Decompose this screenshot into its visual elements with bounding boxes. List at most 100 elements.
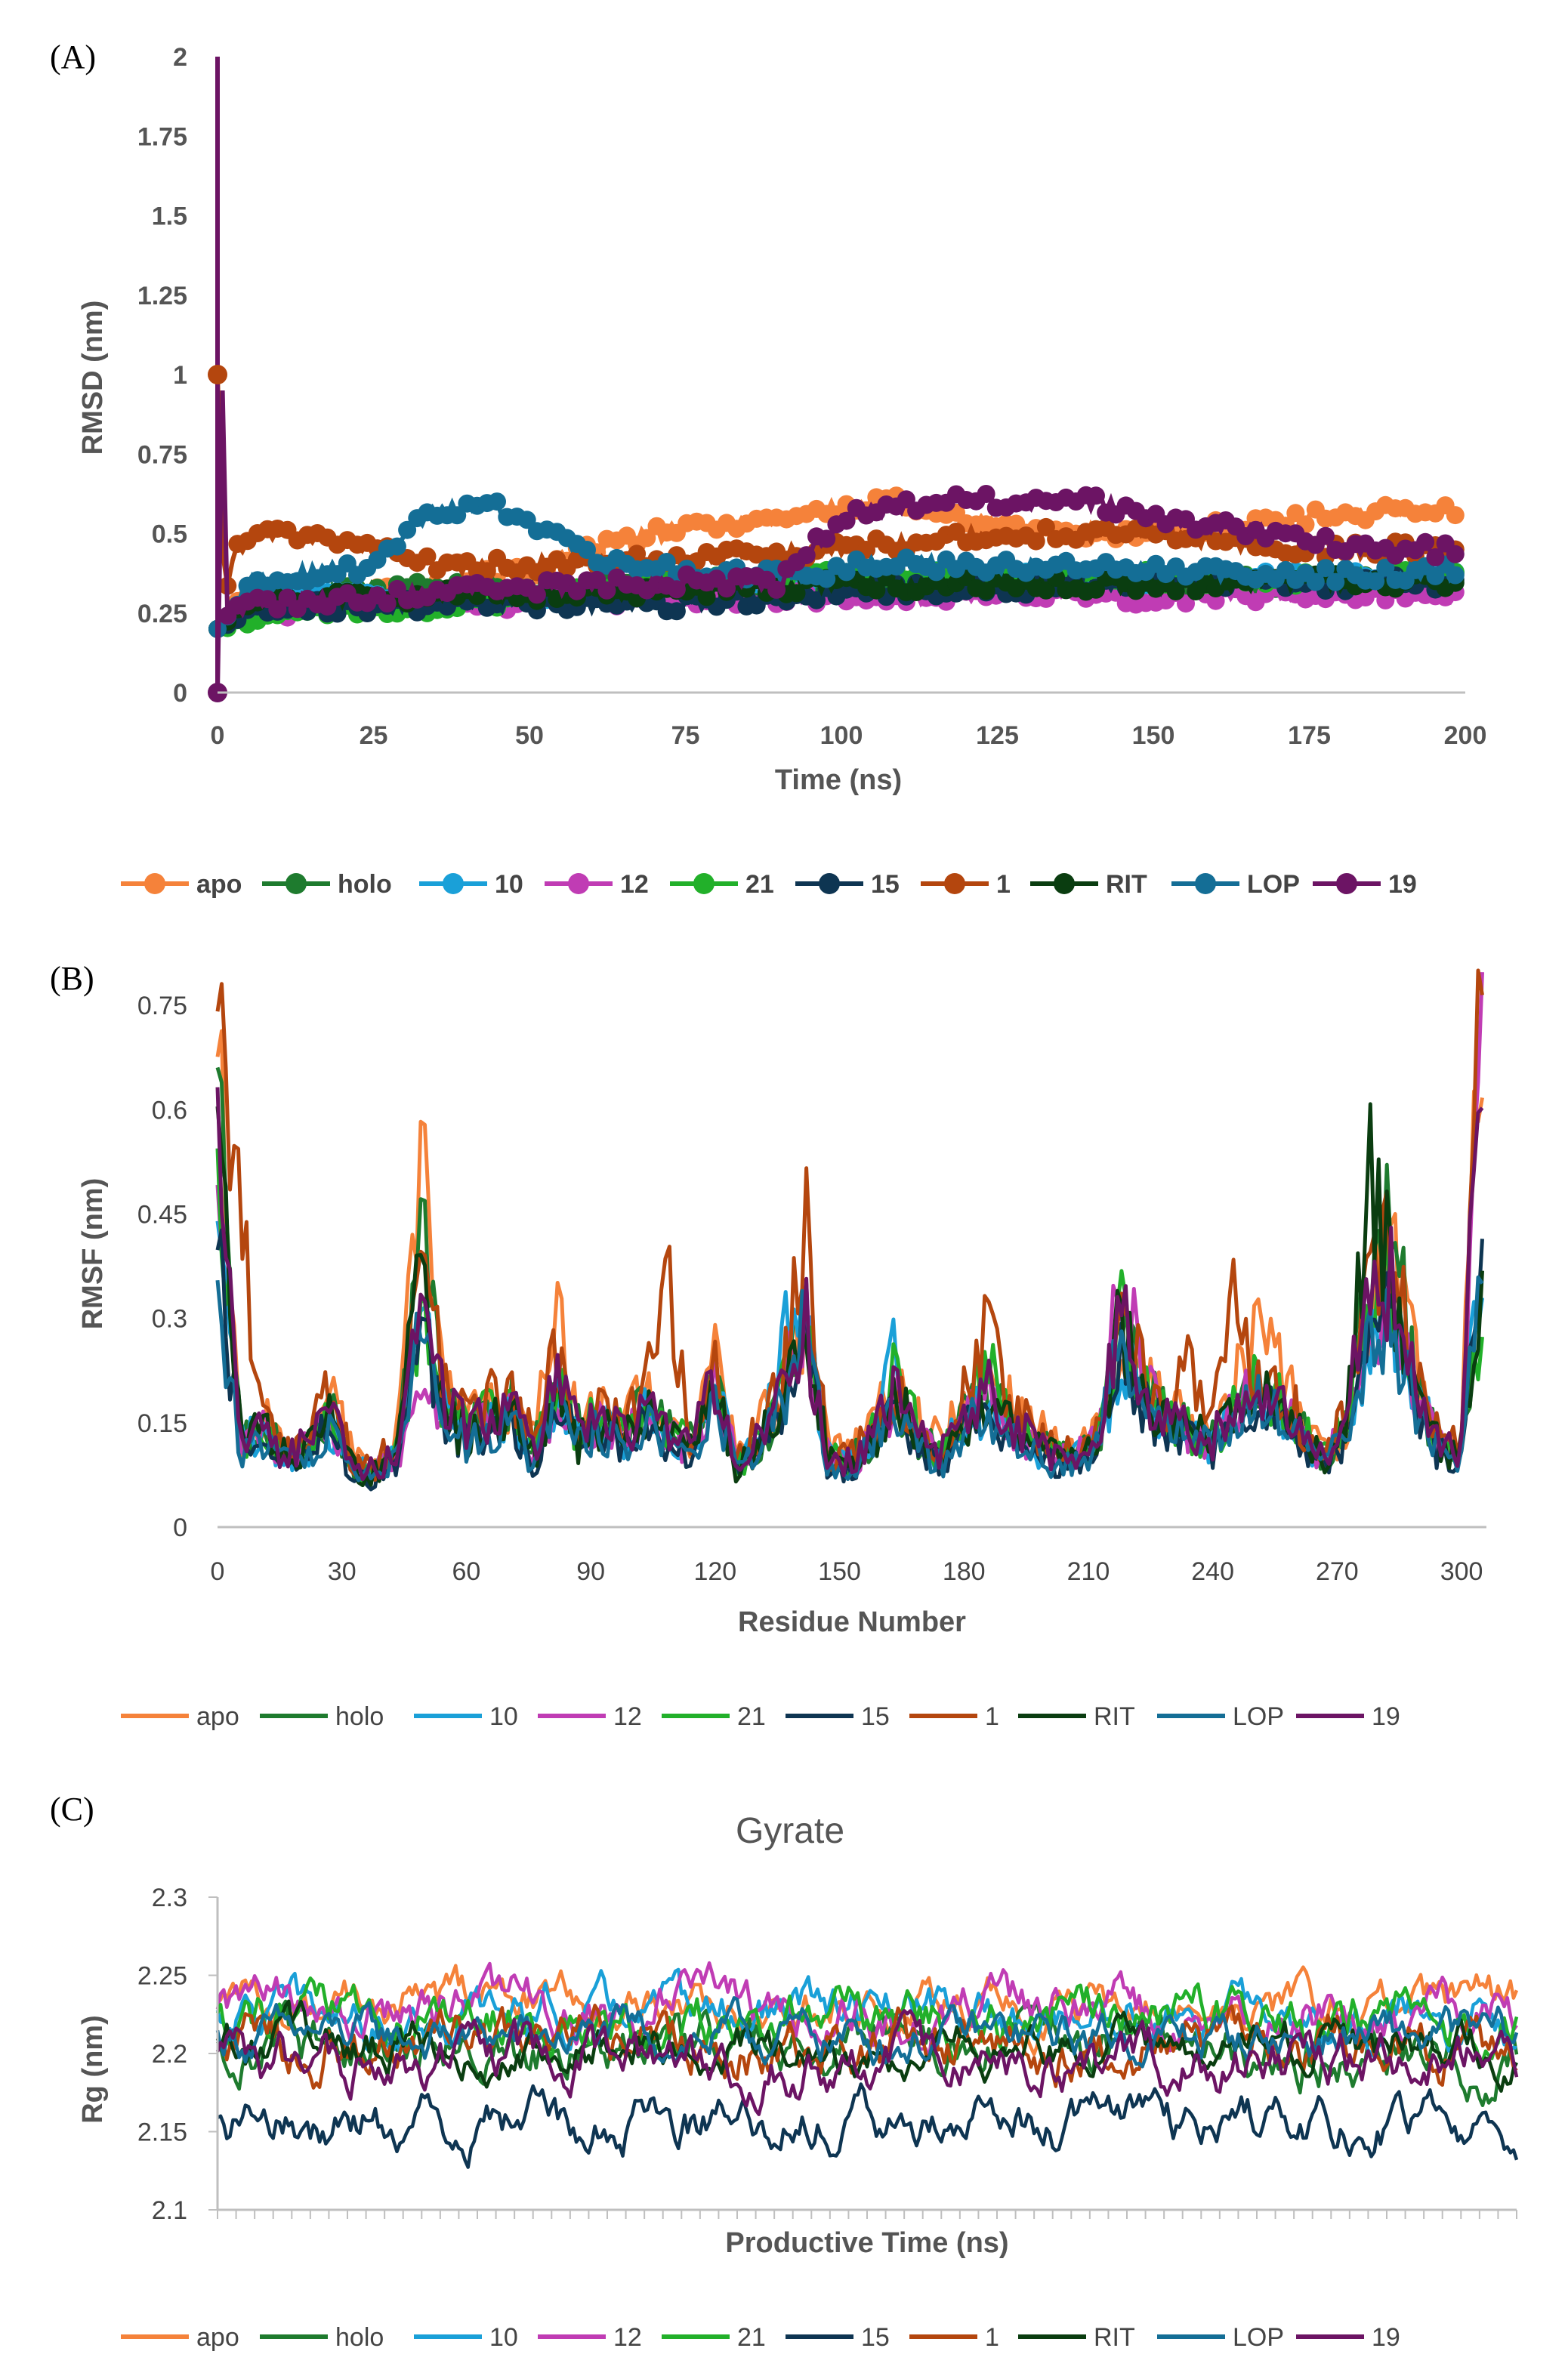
legend-label: 1 — [985, 2323, 999, 2352]
data-point — [1177, 594, 1195, 613]
y-tick-label-a: 0.75 — [137, 440, 187, 469]
data-point — [1306, 572, 1325, 591]
data-point — [1087, 580, 1105, 599]
legend-label: holo — [335, 2323, 384, 2352]
data-point — [797, 546, 816, 565]
data-point — [1166, 582, 1185, 600]
legend-label: 12 — [620, 870, 649, 899]
data-point — [418, 547, 437, 566]
legend-label: apo — [196, 1702, 239, 1731]
legend-label: 19 — [1372, 2323, 1400, 2352]
data-point — [387, 537, 406, 556]
panel-b: (B) RMSF (nm) Residue Number 0 0.15 0.3 0.4… — [50, 960, 1486, 1731]
x-tick-label-b: 150 — [818, 1557, 861, 1586]
series-line-c-21 — [215, 1976, 1519, 2066]
legend-item-c: 1 — [909, 2323, 999, 2352]
legend-label: 1 — [985, 1702, 999, 1731]
panel-c: (C) Gyrate Rg (nm) Productive Time (ns) … — [50, 1791, 1519, 2352]
legend-label: 19 — [1372, 1702, 1400, 1731]
data-point — [1416, 532, 1435, 551]
legend-item-b: 15 — [786, 1702, 890, 1731]
panel-label-c: (C) — [50, 1791, 94, 1828]
y-tick-label-a: 1.25 — [137, 282, 187, 310]
legend-item-c: apo — [121, 2323, 239, 2352]
data-point — [977, 582, 995, 600]
data-point — [637, 529, 656, 548]
data-point — [208, 365, 227, 384]
y-tick-label-c: 2.3 — [152, 1884, 187, 1912]
spike-markers-a — [208, 57, 227, 702]
x-tick-label-b: 300 — [1440, 1557, 1483, 1586]
legend-label: 21 — [737, 1702, 766, 1731]
legend-marker — [1195, 873, 1216, 894]
legend-item-c: LOP — [1157, 2323, 1284, 2352]
legend-item-b: 19 — [1296, 1702, 1400, 1731]
data-point — [1446, 545, 1465, 563]
series-line-c-15 — [216, 2082, 1519, 2169]
y-tick-label-b: 0.75 — [137, 992, 187, 1020]
legend-item-b: 1 — [909, 1702, 999, 1731]
y-tick-label-a: 0.25 — [137, 600, 187, 628]
data-point — [817, 529, 836, 548]
data-point — [1446, 566, 1465, 585]
x-tick-label-b: 120 — [693, 1557, 736, 1586]
data-point — [597, 581, 616, 600]
data-point — [1036, 517, 1055, 536]
data-point — [477, 562, 496, 581]
legend-label: 10 — [489, 2323, 518, 2352]
legend-marker — [144, 873, 165, 894]
legend-item-c: 21 — [662, 2323, 766, 2352]
data-point — [867, 581, 886, 600]
x-tick-label-b: 30 — [328, 1557, 357, 1586]
legend-item-a: RIT — [1030, 870, 1147, 899]
series-line-c-1 — [216, 2004, 1518, 2090]
data-point — [1376, 558, 1395, 577]
legend-marker — [1054, 873, 1075, 894]
y-axis-title-c: Rg (nm) — [77, 2015, 109, 2124]
legend-label: LOP — [1233, 2323, 1284, 2352]
y-tick-label-a: 1.75 — [137, 122, 187, 151]
data-point — [718, 579, 736, 598]
series-line-b-19 — [215, 1087, 1484, 1482]
y-tick-label-b: 0.15 — [137, 1409, 187, 1438]
legend-label: LOP — [1247, 870, 1300, 899]
legend-marker — [819, 873, 840, 894]
y-tick-label-c: 2.1 — [152, 2196, 187, 2225]
legend-item-c: 12 — [538, 2323, 642, 2352]
legend-item-a: LOP — [1171, 870, 1300, 899]
data-point — [1036, 581, 1055, 600]
y-tick-label-a: 0 — [173, 679, 187, 708]
data-point — [667, 580, 686, 599]
legend-label: 15 — [861, 1702, 890, 1731]
y-tick-label-b: 0 — [173, 1513, 187, 1542]
legend-item-b: holo — [260, 1702, 384, 1731]
data-point — [667, 602, 686, 621]
legend-item-c: holo — [260, 2323, 384, 2352]
data-point — [1316, 526, 1335, 545]
legend-label: RIT — [1094, 2323, 1135, 2352]
y-tick-label-a: 1 — [173, 361, 187, 390]
y-tick-label-c: 2.2 — [152, 2040, 187, 2069]
y-axis-title-a: RMSD (nm) — [77, 301, 109, 455]
legend-label: 10 — [489, 1702, 518, 1731]
y-tick-label-b: 0.6 — [152, 1096, 187, 1125]
data-point — [977, 485, 995, 503]
x-tick-label-b: 180 — [943, 1557, 986, 1586]
legend-label: 21 — [737, 2323, 766, 2352]
y-axis-title-b: RMSF (nm) — [77, 1178, 109, 1330]
legend-label: 12 — [613, 1702, 642, 1731]
legend-label: 12 — [613, 2323, 642, 2352]
data-point — [927, 563, 946, 582]
legend-item-b: 21 — [662, 1702, 766, 1731]
legend-item-b: apo — [121, 1702, 239, 1731]
x-tick-label-a: 200 — [1444, 721, 1487, 750]
data-point — [767, 580, 786, 599]
legend-item-a: 21 — [670, 870, 774, 899]
legend-label: holo — [335, 1702, 384, 1731]
data-point — [817, 569, 836, 588]
legend-label: holo — [338, 870, 392, 899]
x-tick-label-b: 60 — [452, 1557, 480, 1586]
data-point — [787, 584, 806, 603]
x-tick-label-b: 270 — [1316, 1557, 1359, 1586]
